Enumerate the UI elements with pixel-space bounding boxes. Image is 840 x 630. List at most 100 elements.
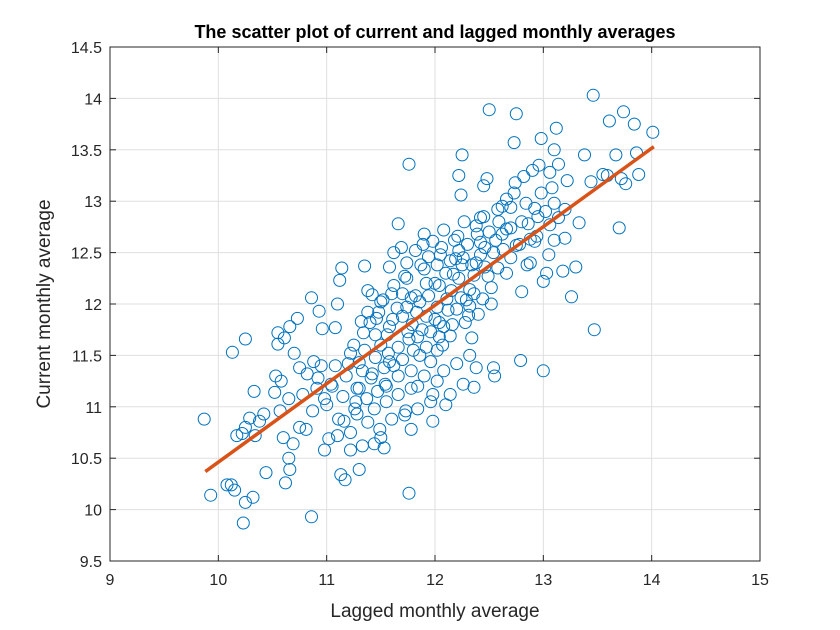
data-point [437,223,451,237]
data-point [488,369,502,383]
data-point [417,262,431,276]
data-point [352,463,366,476]
data-point [426,414,440,428]
data-point [426,388,440,401]
data-point [632,168,646,181]
data-point [238,495,252,509]
data-point [451,229,465,243]
data-point [413,348,427,362]
data-point [445,318,459,332]
data-point [463,283,477,297]
data-point [519,196,533,210]
data-point [370,311,383,325]
data-point [469,361,483,375]
data-point [368,351,382,364]
data-point [492,215,506,229]
data-point [520,258,534,272]
data-point [414,258,428,272]
data-point [409,244,422,257]
data-point [277,331,291,345]
data-point [398,269,412,283]
data-point [336,390,350,403]
data-point [378,377,392,391]
data-point [328,359,342,373]
data-point [347,338,361,352]
data-point [558,202,572,216]
x-tick-label: 9 [106,572,115,589]
data-point [253,414,266,428]
data-point [344,443,357,457]
data-point [363,316,377,329]
data-point [474,235,487,249]
data-point [374,338,388,352]
data-point [344,346,357,360]
data-point [521,217,535,231]
data-point [413,295,427,309]
data-point [419,340,433,354]
data-point [402,157,416,171]
data-point [259,466,273,480]
data-point [587,323,601,337]
data-point [471,307,485,321]
data-point [248,429,262,443]
data-point [609,148,623,162]
data-point [457,215,471,229]
data-point [344,426,357,439]
data-point [331,297,344,311]
regression-line [204,145,655,473]
data-point [361,284,375,298]
data-point [383,320,396,334]
data-point [474,248,487,262]
data-point [404,381,418,395]
data-point [531,210,545,224]
data-point [480,172,494,186]
data-point [439,266,453,280]
data-point [507,136,521,150]
data-point [476,292,490,306]
data-point [385,412,399,426]
data-point [504,221,518,235]
data-point [283,320,297,334]
data-point [417,227,431,241]
data-point [338,473,352,487]
data-point [383,260,396,274]
data-point [220,478,234,492]
data-point [455,148,469,162]
data-point [271,337,285,351]
data-point [539,205,552,218]
data-point [307,355,321,369]
data-point [437,364,451,378]
data-point [349,395,363,409]
data-point [437,320,451,334]
data-point [335,261,349,275]
data-point [602,114,616,128]
data-point [463,348,477,362]
data-point [417,369,431,383]
data-point [387,246,401,260]
data-point [228,483,242,497]
data-point [489,233,503,247]
data-point [426,234,440,248]
data-point [312,304,326,318]
data-point [477,179,491,193]
data-point [377,441,391,455]
data-point [500,192,513,206]
data-point [454,291,468,305]
data-point [504,200,518,214]
data-point [361,415,375,429]
data-point [238,420,252,434]
data-point [443,388,457,401]
data-point [536,274,550,288]
data-point [430,258,444,272]
data-point [400,256,414,270]
data-point [627,117,641,131]
data-point [455,258,469,272]
data-point [391,388,405,401]
data-point [547,233,561,247]
data-point [268,385,282,399]
data-point [448,233,461,247]
data-point [286,437,300,451]
data-point [332,412,346,426]
data-point [487,361,500,375]
data-point [331,429,344,443]
